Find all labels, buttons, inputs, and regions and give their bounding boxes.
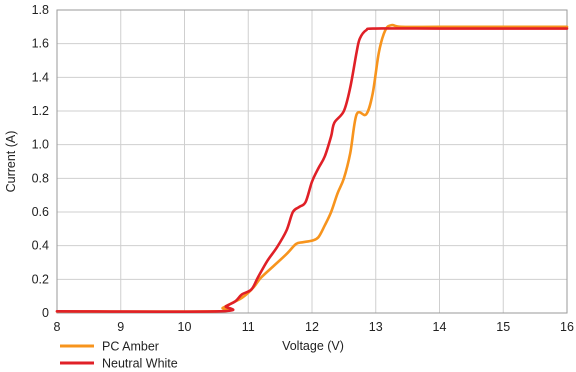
y-axis-ticks: 0 0.2 0.4 0.6 0.8 1.0 1.2 1.4 1.6 1.8 bbox=[32, 3, 49, 320]
y-tick-label: 0.6 bbox=[32, 205, 49, 219]
x-tick-label: 9 bbox=[117, 320, 124, 334]
x-tick-label: 11 bbox=[242, 320, 255, 334]
legend: PC Amber Neutral White bbox=[60, 340, 178, 371]
y-tick-label: 1.0 bbox=[32, 138, 49, 152]
x-tick-label: 15 bbox=[496, 320, 510, 334]
x-tick-label: 12 bbox=[305, 320, 319, 334]
legend-label: PC Amber bbox=[102, 340, 159, 354]
grid bbox=[56, 9, 568, 314]
y-axis-label: Current (A) bbox=[4, 131, 18, 193]
y-tick-label: 1.8 bbox=[32, 3, 49, 17]
x-tick-label: 13 bbox=[369, 320, 383, 334]
y-tick-label: 0 bbox=[42, 306, 49, 320]
x-tick-label: 8 bbox=[54, 320, 61, 334]
x-tick-label: 10 bbox=[178, 320, 192, 334]
plot-frame bbox=[56, 9, 568, 314]
y-tick-label: 1.6 bbox=[32, 37, 49, 51]
x-axis-label: Voltage (V) bbox=[282, 339, 344, 353]
x-tick-label: 16 bbox=[560, 320, 574, 334]
y-tick-label: 0.8 bbox=[32, 171, 49, 185]
y-tick-label: 0.2 bbox=[32, 272, 49, 286]
y-tick-label: 0.4 bbox=[32, 239, 49, 253]
x-tick-label: 14 bbox=[433, 320, 447, 334]
x-axis-ticks: 8 9 10 11 12 13 14 15 16 bbox=[54, 320, 574, 334]
series-layer bbox=[55, 23, 569, 313]
y-tick-label: 1.4 bbox=[32, 70, 49, 84]
legend-label: Neutral White bbox=[102, 357, 178, 371]
y-tick-label: 1.2 bbox=[32, 104, 49, 118]
series-line-neutral-white bbox=[55, 27, 569, 313]
